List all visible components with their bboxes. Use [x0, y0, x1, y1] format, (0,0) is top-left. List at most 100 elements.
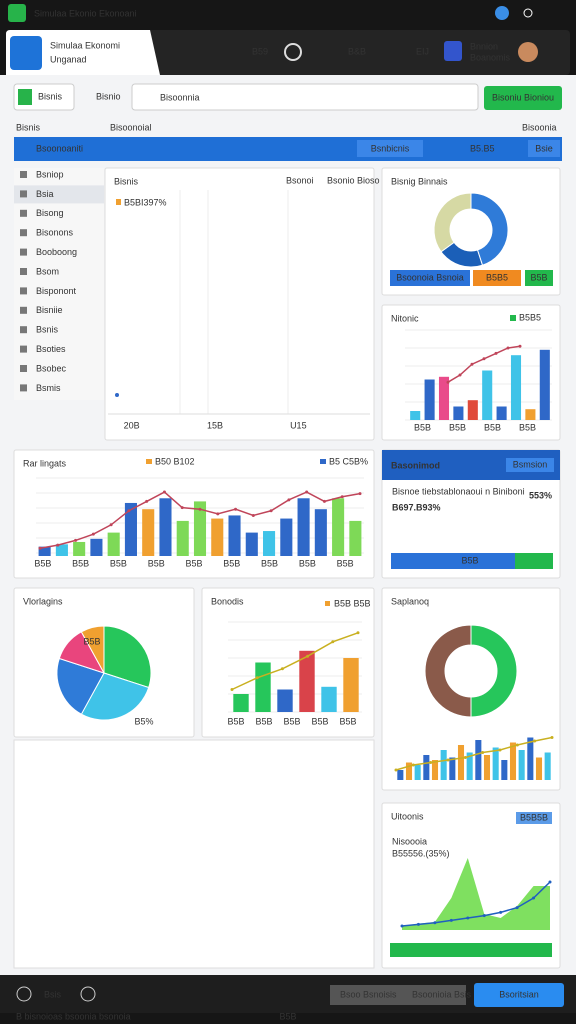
line-point	[255, 676, 259, 680]
header-item[interactable]: EIJ	[416, 46, 429, 56]
sidebar-item[interactable]: Bisonons	[36, 228, 74, 238]
sidebar-item[interactable]: Bsom	[36, 266, 59, 276]
panel	[381, 587, 561, 791]
header-item[interactable]: B59	[252, 46, 268, 56]
line-point	[470, 362, 474, 366]
line-point	[548, 880, 552, 884]
banner-button[interactable]	[528, 140, 560, 157]
header-search[interactable]	[284, 43, 302, 61]
footer-text: B bisnoioas bsoonia bsonoia	[16, 1011, 131, 1021]
line-point	[74, 538, 78, 542]
x-tick-label: U15	[290, 420, 307, 430]
line-point	[515, 743, 519, 747]
sidebar-item[interactable]: Bsobec	[36, 363, 67, 373]
line-point	[145, 499, 149, 503]
column-header: Bisoonoial	[110, 122, 152, 132]
bar	[509, 742, 517, 780]
bar	[73, 541, 86, 556]
panel-title: Saplanoq	[391, 596, 429, 606]
panel-title: Bisnis	[114, 176, 139, 186]
column-header: Bisnis	[16, 122, 41, 132]
sync-icon[interactable]	[495, 6, 509, 20]
profile-role: Boanomis	[470, 52, 511, 62]
header-item[interactable]: B&B	[348, 46, 366, 56]
line-point	[518, 344, 522, 348]
panel-percent: 553%	[529, 490, 552, 500]
profile-name: Bnnion	[470, 41, 498, 51]
header-button-label[interactable]: Bsmsion	[513, 459, 548, 469]
sidebar-item[interactable]: Bsniop	[36, 169, 64, 179]
line-point	[331, 640, 335, 644]
line-point	[482, 357, 486, 361]
line-point	[411, 763, 415, 767]
legend-label: B5B5	[519, 312, 541, 322]
bar	[466, 752, 473, 780]
bar	[438, 376, 450, 420]
sidebar-item[interactable]: Bsoties	[36, 344, 66, 354]
line-point	[416, 922, 420, 926]
banner-field-label: Bsnbicnis	[371, 143, 410, 153]
footer-bar-label: B5B	[530, 272, 547, 282]
primary-button[interactable]	[484, 86, 562, 110]
x-tick-label: B5B	[484, 422, 501, 432]
bar	[299, 650, 315, 712]
sidebar-item[interactable]: Bsnis	[36, 325, 59, 335]
line-point	[463, 756, 467, 759]
profile-icon[interactable]	[444, 41, 462, 61]
line-point	[230, 688, 234, 691]
bottom-icon[interactable]	[16, 986, 32, 1002]
bar	[90, 538, 103, 556]
panel-label: Bsonoi	[286, 175, 314, 185]
panel-title: Vlorlagins	[23, 596, 63, 606]
footer-bar-label: B5B5	[486, 272, 508, 282]
avatar[interactable]	[518, 42, 538, 62]
bar	[410, 411, 421, 420]
bar	[492, 747, 499, 780]
bar	[280, 518, 293, 556]
sidebar	[14, 168, 104, 400]
sidebar-item[interactable]: Bisponont	[36, 286, 77, 296]
bar	[405, 762, 413, 780]
line-point	[322, 499, 326, 503]
line-point	[340, 495, 344, 499]
sidebar-icon	[20, 229, 27, 237]
search-box[interactable]	[131, 83, 479, 111]
search-icon[interactable]	[523, 8, 533, 18]
bar	[475, 740, 482, 780]
banner-field[interactable]	[357, 140, 423, 157]
filter[interactable]: Bisnio	[96, 91, 121, 101]
line-point	[56, 543, 60, 547]
bar	[297, 498, 310, 556]
bar	[535, 757, 543, 780]
bottom-field[interactable]	[330, 985, 466, 1005]
footer-bar	[390, 943, 552, 957]
sidebar-item[interactable]: Bisong	[36, 208, 64, 218]
line-point	[127, 509, 131, 513]
panel-title: Bisnig Binnais	[391, 176, 448, 186]
app-subtitle: Unganad	[50, 54, 87, 64]
point	[115, 393, 119, 397]
sidebar-item[interactable]: Bisniie	[36, 305, 63, 315]
sidebar-item[interactable]: Bsia	[36, 189, 54, 199]
app-tab[interactable]	[6, 30, 160, 75]
tab-label[interactable]: Bisnis	[38, 91, 63, 101]
line-point	[482, 914, 486, 918]
button-label: Bisoniu Bioniou	[492, 92, 554, 102]
area	[402, 858, 550, 930]
bottom-icon[interactable]	[80, 986, 96, 1002]
line-point	[109, 523, 113, 527]
line-point	[550, 736, 554, 739]
header-button[interactable]	[506, 458, 554, 472]
panel-value: B697.B93%	[392, 502, 441, 512]
line-point	[532, 896, 536, 900]
sidebar-item[interactable]: Booboong	[36, 247, 77, 257]
panel-title: Rar lingats	[23, 458, 67, 468]
sidebar-item[interactable]: Bsmis	[36, 383, 61, 393]
search-placeholder: Bisoonnia	[160, 92, 200, 102]
legend-label: B50 B102	[155, 456, 195, 466]
bottom-button[interactable]	[474, 983, 564, 1007]
x-tick-label: B5B	[223, 558, 240, 568]
bar	[431, 760, 439, 780]
legend-label: B5 C5B%	[329, 456, 368, 466]
